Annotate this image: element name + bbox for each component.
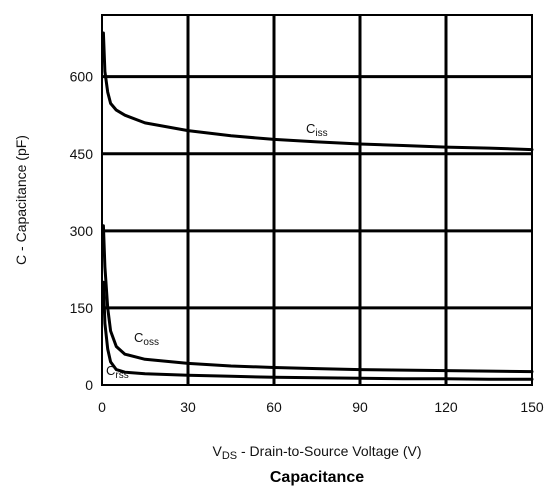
x-tick-label: 0 — [98, 399, 106, 415]
plot-frame — [101, 14, 533, 386]
series-line-coss — [101, 224, 534, 374]
series-label-ciss: Ciss — [306, 121, 328, 139]
series-label-crss: Crss — [106, 363, 129, 381]
x-tick-label: 90 — [352, 399, 368, 415]
series-line-crss — [101, 280, 534, 381]
chart-title: Capacitance — [270, 469, 364, 486]
y-tick-label: 600 — [70, 69, 94, 85]
series-curves — [101, 31, 534, 381]
y-axis-label: C - Capacitance (pF) — [13, 135, 29, 265]
series-label-coss: Coss — [134, 330, 159, 348]
y-tick-label: 300 — [70, 223, 94, 239]
y-tick-label: 0 — [85, 377, 93, 393]
y-tick-label: 150 — [70, 300, 94, 316]
tick-labels: 0 30 60 90 120 150 0 150 300 450 600 — [70, 69, 544, 415]
x-tick-label: 60 — [266, 399, 282, 415]
y-tick-label: 450 — [70, 146, 94, 162]
x-tick-label: 120 — [434, 399, 458, 415]
x-axis-label: VDS - Drain-to-Source Voltage (V) — [212, 443, 421, 462]
x-tick-label: 150 — [520, 399, 544, 415]
x-tick-label: 30 — [180, 399, 196, 415]
series-line-ciss — [101, 31, 534, 152]
grid — [102, 15, 532, 385]
